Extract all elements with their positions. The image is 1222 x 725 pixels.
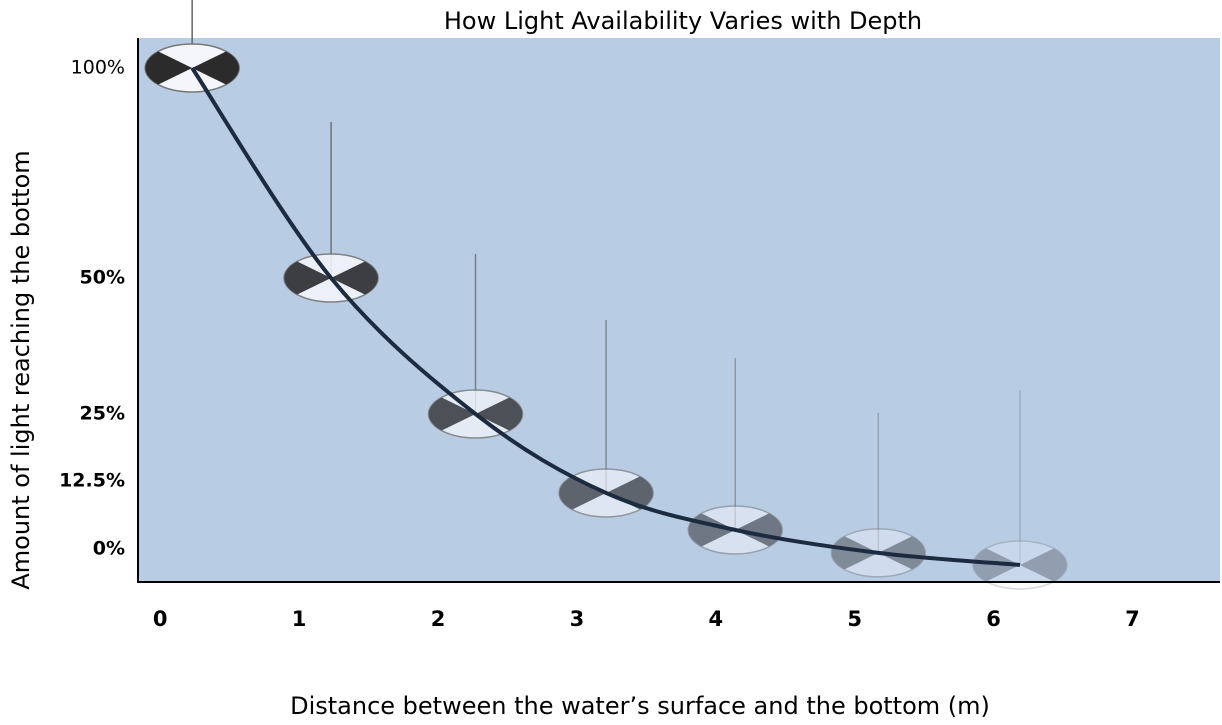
disk-dark-quadrant [878,536,926,570]
y-tick-label: 12.5% [59,470,125,492]
disk-dark-quadrant [606,476,653,510]
disk-dark-quadrant [192,51,239,85]
y-axis-label: Amount of light reaching the bottom [7,150,35,589]
y-tick-label: 0% [93,538,125,560]
x-axis-label: Distance between the water’s surface and… [290,692,990,720]
y-tick-label: 100% [71,57,125,79]
disk-dark-quadrant [331,261,378,295]
disk-dark-quadrant [475,397,523,431]
y-tick-label: 25% [80,403,125,425]
plot-area [138,38,1220,582]
disk-dark-quadrant [559,476,607,510]
disk-dark-quadrant [145,51,193,85]
x-tick-label: 1 [292,607,307,631]
x-tick-label: 7 [1125,607,1140,631]
depth-curve [190,66,1021,567]
disk-dark-quadrant [284,261,332,295]
x-tick-label: 3 [570,607,585,631]
x-tick-label: 2 [431,607,446,631]
disk-dark-quadrant [1019,548,1067,582]
marks [144,0,1068,590]
x-tick-label: 0 [153,607,168,631]
disk-dark-quadrant [428,397,476,431]
chart-title: How Light Availability Varies with Depth [444,7,922,35]
disk-dark-quadrant [831,536,879,570]
y-tick-label: 50% [80,267,125,289]
x-tick-label: 5 [847,607,862,631]
x-tick-label: 4 [708,607,723,631]
x-tick-label: 6 [986,607,1001,631]
